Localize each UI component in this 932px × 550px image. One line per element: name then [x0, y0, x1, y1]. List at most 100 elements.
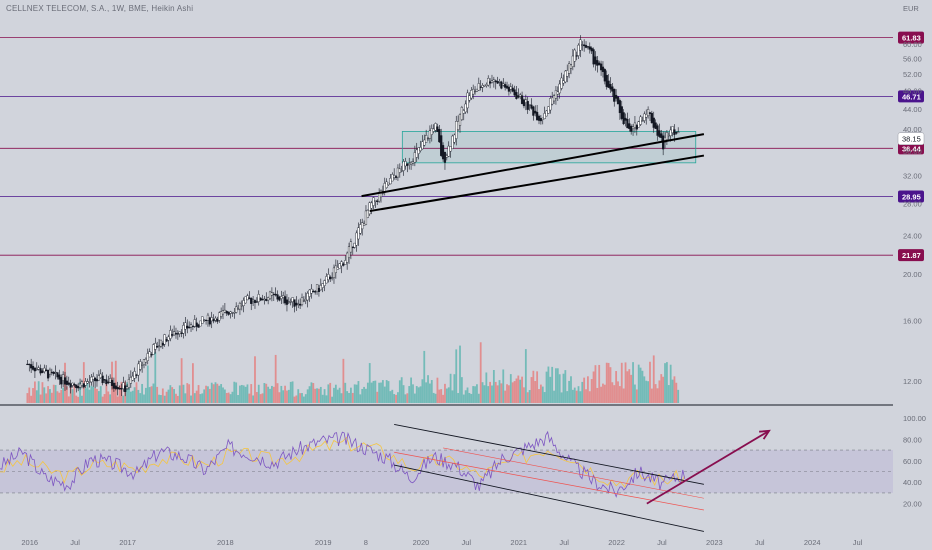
volume-bar — [442, 394, 444, 403]
volume-bar — [233, 381, 236, 403]
candle-body — [182, 325, 185, 334]
candle-body — [400, 170, 403, 172]
volume-bar — [391, 389, 394, 403]
candle-body — [163, 334, 166, 345]
volume-bar — [570, 376, 572, 403]
candle-body — [306, 293, 309, 301]
volume-bar — [406, 393, 409, 403]
price-tick-label: 40.00 — [903, 125, 922, 134]
volume-bar — [658, 380, 661, 403]
volume-bar — [214, 382, 217, 403]
channel-line — [394, 423, 704, 485]
candle-body — [67, 382, 70, 385]
volume-bar — [269, 388, 271, 403]
volume-bar — [374, 380, 377, 403]
volume-bar — [579, 391, 582, 403]
candle-body — [575, 55, 578, 57]
volume-bar — [468, 392, 471, 403]
candle-body — [278, 296, 281, 301]
candle-body — [654, 122, 657, 129]
candle-body — [103, 379, 106, 381]
candle-body — [609, 84, 612, 90]
volume-bar — [496, 385, 499, 403]
candle-body — [631, 126, 635, 130]
volume-bar — [577, 386, 580, 403]
candle-body — [97, 375, 100, 381]
volume-bar — [573, 387, 576, 403]
volume-bar — [459, 345, 461, 403]
last-price-label: 38.15 — [902, 135, 921, 144]
volume-bar — [82, 362, 85, 403]
price-tick-label: 20.00 — [903, 270, 922, 279]
candle-body — [470, 90, 473, 99]
volume-bar — [429, 383, 431, 403]
volume-bar — [316, 388, 318, 403]
arrow-line — [646, 430, 770, 505]
candle-body — [77, 386, 80, 389]
volume-bar — [342, 358, 345, 403]
candle-body — [235, 306, 238, 313]
volume-bar — [242, 385, 245, 403]
volume-bar — [543, 392, 546, 403]
candle-body — [208, 317, 211, 325]
candle-body — [109, 378, 112, 383]
candle-body — [517, 95, 520, 98]
volume-bar — [276, 383, 279, 403]
candle-body — [539, 118, 542, 122]
volume-bar — [96, 388, 98, 403]
candle-body — [571, 55, 574, 67]
volume-bar — [596, 387, 599, 403]
candle-body — [58, 374, 61, 380]
candle-body — [494, 80, 497, 83]
price-tick-label: 48.00 — [903, 87, 922, 96]
volume-bar — [398, 380, 401, 403]
candle-body — [415, 149, 418, 158]
level-label: 46.71 — [902, 92, 921, 101]
volume-bar — [287, 389, 290, 403]
candle-body — [430, 128, 433, 135]
candle-body — [404, 161, 407, 167]
volume-bar — [361, 388, 364, 403]
volume-bar — [494, 381, 497, 403]
candle-body — [368, 202, 371, 215]
level-label: 21.87 — [902, 251, 921, 260]
volume-bar — [103, 394, 106, 403]
volume-bar — [227, 392, 230, 403]
time-tick-label: Jul — [559, 538, 569, 547]
volume-bar — [381, 380, 384, 403]
volume-bar — [419, 386, 422, 403]
candle-body — [178, 331, 181, 335]
price-tick-label: 52.00 — [903, 70, 922, 79]
volume-bar — [487, 386, 490, 403]
volume-bar — [220, 384, 223, 403]
volume-bar — [101, 396, 104, 403]
candle-body — [86, 381, 89, 384]
candle-body — [419, 147, 422, 151]
volume-bar — [135, 382, 138, 403]
candle-body — [630, 125, 633, 132]
candle-body — [652, 117, 655, 128]
volume-bar — [513, 381, 516, 403]
volume-bar — [325, 395, 328, 403]
volume-bar — [506, 384, 508, 403]
volume-bar — [451, 390, 454, 403]
candle-body — [633, 122, 637, 128]
candle-body — [359, 224, 362, 234]
candles — [26, 35, 680, 397]
volume-bar — [556, 368, 559, 403]
candle-body — [41, 370, 44, 373]
candle-body — [520, 95, 524, 104]
candle-body — [65, 380, 68, 385]
level-badge — [898, 31, 924, 44]
volume-bar — [255, 392, 258, 403]
volume-bar — [566, 391, 569, 403]
volume-bar — [555, 368, 557, 403]
candle-body — [594, 56, 597, 65]
candle-body — [552, 95, 556, 102]
candle-body — [69, 383, 72, 388]
volume-bar — [634, 384, 636, 403]
candle-body — [133, 371, 136, 379]
volume-bar — [530, 377, 533, 403]
volume-bar — [611, 382, 614, 403]
